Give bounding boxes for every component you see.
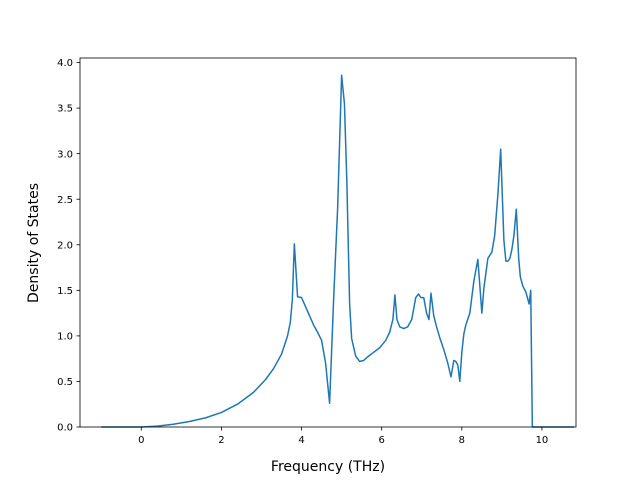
x-tick-label: 8 — [459, 435, 465, 446]
x-tick-label: 10 — [536, 435, 549, 446]
x-tick-label: 4 — [298, 435, 304, 446]
y-tick-label: 0.0 — [57, 423, 73, 434]
x-axis-ticks: 0 2 4 6 8 10 — [138, 427, 548, 446]
plot-area — [79, 57, 577, 428]
series-line-0 — [101, 74, 574, 428]
y-tick-label: 2.0 — [57, 240, 73, 251]
x-axis-label: Frequency (THz) — [271, 459, 385, 475]
axes-frame — [79, 57, 577, 428]
x-tick-label: 6 — [378, 435, 384, 446]
y-tick-label: 1.0 — [57, 331, 73, 342]
y-axis-label: Density of States — [26, 183, 42, 303]
y-tick-label: 3.0 — [57, 149, 73, 160]
y-tick-label: 4.0 — [57, 58, 73, 69]
x-tick-label: 0 — [138, 435, 144, 446]
y-tick-label: 1.5 — [57, 286, 73, 297]
axes-background — [80, 58, 576, 427]
y-tick-label: 3.5 — [57, 104, 73, 115]
x-tick-label: 2 — [218, 435, 224, 446]
y-tick-label: 2.5 — [57, 195, 73, 206]
y-axis-ticks: 0.0 0.5 1.0 1.5 2.0 2.5 3.0 3.5 4.0 — [57, 58, 80, 434]
y-tick-label: 0.5 — [57, 377, 73, 388]
